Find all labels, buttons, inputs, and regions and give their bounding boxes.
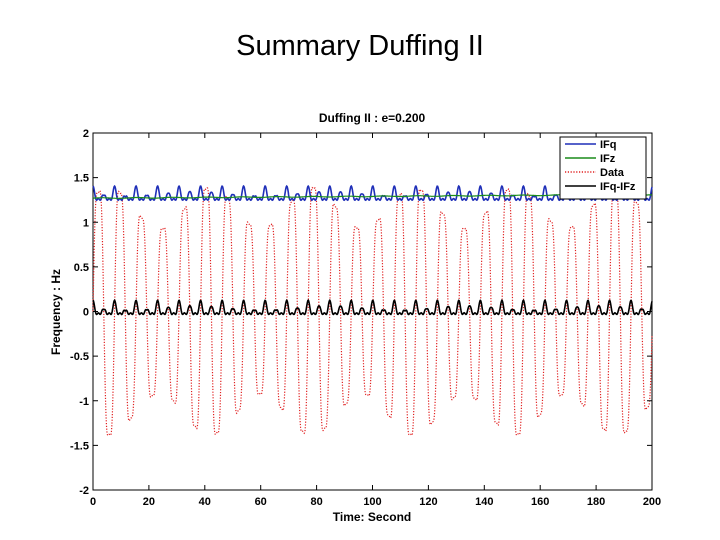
series-layer <box>92 184 653 437</box>
plot-area <box>92 132 653 491</box>
y-tick-label: -1 <box>79 396 89 408</box>
series-line-ifq <box>92 184 653 202</box>
x-tick-label: 160 <box>531 496 549 508</box>
series-line-ifz <box>92 193 652 199</box>
legend-label: IFq <box>600 139 617 151</box>
y-tick-label: -2 <box>79 485 89 497</box>
x-tick-label: 80 <box>310 496 322 508</box>
chart-title: Duffing II : e=0.200 <box>319 111 426 125</box>
y-axis-title: Frequency : Hz <box>49 269 63 355</box>
series-line-ifq-ifz <box>92 298 653 316</box>
y-tick-label: 0 <box>83 307 89 319</box>
y-tick-label: 1 <box>83 217 89 229</box>
y-tick-label: 0.5 <box>74 262 89 274</box>
y-tick-label: -0.5 <box>70 351 89 363</box>
x-tick-label: 0 <box>90 496 96 508</box>
y-tick-label: -1.5 <box>70 440 89 452</box>
series-line-data <box>92 186 653 437</box>
y-tick-label: 2 <box>83 128 89 140</box>
x-axis-title: Time: Second <box>333 510 411 524</box>
legend-label: IFq-IFz <box>600 181 636 193</box>
x-tick-label: 60 <box>255 496 267 508</box>
x-tick-label: 200 <box>643 496 661 508</box>
legend-label: Data <box>600 167 625 179</box>
y-tick-label: 1.5 <box>74 173 89 185</box>
legend: IFq IFz Data IFq-IFz <box>559 136 647 200</box>
legend-label: IFz <box>600 153 616 165</box>
x-tick-label: 100 <box>363 496 381 508</box>
x-tick-label: 120 <box>419 496 437 508</box>
x-tick-label: 40 <box>199 496 211 508</box>
axis-layer: 0 20 40 60 80 100 120 140 160 180 200-2-1.5-1-0.50… <box>70 128 661 508</box>
x-tick-label: 180 <box>587 496 605 508</box>
x-tick-label: 140 <box>475 496 493 508</box>
x-tick-label: 20 <box>143 496 155 508</box>
slide-title: Summary Duffing II <box>236 30 484 62</box>
legend-box <box>559 136 647 200</box>
